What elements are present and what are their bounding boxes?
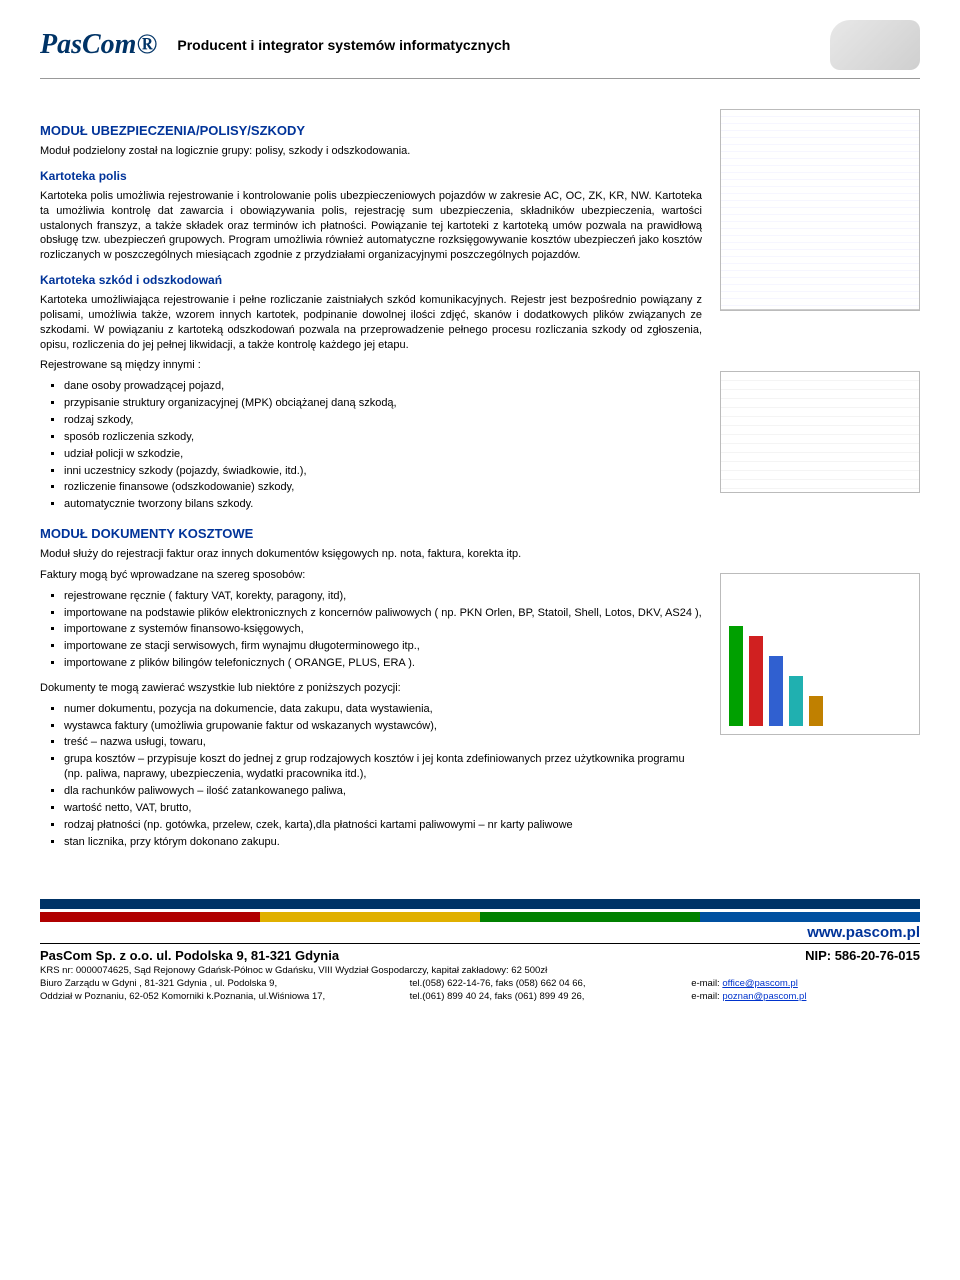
list-item: stan licznika, przy którym dokonano zaku…	[64, 835, 702, 850]
section1-title: MODUŁ UBEZPIECZENIA/POLISY/SZKODY	[40, 123, 702, 138]
list-item: dla rachunków paliwowych – ilość zatanko…	[64, 784, 702, 799]
faktury-label: Faktury mogą być wprowadzane na szereg s…	[40, 568, 702, 583]
list-item: rodzaj płatności (np. gotówka, przelew, …	[64, 818, 702, 833]
section2-title: MODUŁ DOKUMENTY KOSZTOWE	[40, 526, 702, 541]
list-item: importowane z plików bilingów telefonicz…	[64, 656, 702, 671]
page-header: PasCom® Producent i integrator systemów …	[40, 20, 920, 79]
footer-krs: KRS nr: 0000074625, Sąd Rejonowy Gdańsk-…	[40, 965, 920, 978]
list-item: numer dokumentu, pozycja na dokumencie, …	[64, 702, 702, 717]
sub2-title: Kartoteka szkód i odszkodowań	[40, 273, 702, 287]
sub1-body: Kartoteka polis umożliwia rejestrowanie …	[40, 189, 702, 263]
sub2-body: Kartoteka umożliwiająca rejestrowanie i …	[40, 293, 702, 352]
list-item: importowane na podstawie plików elektron…	[64, 606, 702, 621]
reg-list: dane osoby prowadzącej pojazd, przypisan…	[64, 379, 702, 512]
main-column: MODUŁ UBEZPIECZENIA/POLISY/SZKODY Moduł …	[40, 109, 702, 859]
logo: PasCom®	[40, 29, 157, 61]
sub1-title: Kartoteka polis	[40, 169, 702, 183]
screenshot-polis-grid	[720, 109, 920, 311]
list-item: automatycznie tworzony bilans szkody.	[64, 497, 702, 512]
list-item: udział policji w szkodzie,	[64, 447, 702, 462]
footer-l2-mail: e-mail: poznan@pascom.pl	[691, 991, 920, 1004]
list-item: rodzaj szkody,	[64, 413, 702, 428]
footer-company: PasCom Sp. z o.o. ul. Podolska 9, 81-321…	[40, 948, 339, 963]
screenshot-odszkodowania	[720, 371, 920, 493]
list-item: inni uczestnicy szkody (pojazdy, świadko…	[64, 464, 702, 479]
list-item: przypisanie struktury organizacyjnej (MP…	[64, 396, 702, 411]
reg-label: Rejestrowane są między innymi :	[40, 358, 702, 373]
list-item: sposób rozliczenia szkody,	[64, 430, 702, 445]
screenshot-chart	[720, 573, 920, 735]
footer-color-bars	[40, 899, 920, 922]
doc-label: Dokumenty te mogą zawierać wszystkie lub…	[40, 681, 702, 696]
list-item: importowane z systemów finansowo-księgow…	[64, 622, 702, 637]
footer-mail-link-2[interactable]: poznan@pascom.pl	[722, 991, 806, 1002]
footer-block: PasCom Sp. z o.o. ul. Podolska 9, 81-321…	[40, 943, 920, 1003]
header-image-placeholder	[830, 20, 920, 70]
footer-nip: NIP: 586-20-76-015	[805, 948, 920, 963]
footer-l1-addr: Biuro Zarządu w Gdyni , 81-321 Gdynia , …	[40, 978, 410, 991]
side-column	[720, 109, 920, 859]
footer-l1-mail: e-mail: office@pascom.pl	[691, 978, 920, 991]
list-item: rejestrowane ręcznie ( faktury VAT, kore…	[64, 589, 702, 604]
list-item: importowane ze stacji serwisowych, firm …	[64, 639, 702, 654]
footer-l2-addr: Oddział w Poznaniu, 62-052 Komorniki k.P…	[40, 991, 410, 1004]
section2-intro: Moduł służy do rejestracji faktur oraz i…	[40, 547, 702, 562]
doc-list: numer dokumentu, pozycja na dokumencie, …	[64, 702, 702, 850]
list-item: wystawca faktury (umożliwia grupowanie f…	[64, 719, 702, 734]
header-tagline: Producent i integrator systemów informat…	[177, 37, 510, 53]
list-item: rozliczenie finansowe (odszkodowanie) sz…	[64, 480, 702, 495]
footer-www: www.pascom.pl	[40, 924, 920, 941]
list-item: wartość netto, VAT, brutto,	[64, 801, 702, 816]
list-item: grupa kosztów – przypisuje koszt do jedn…	[64, 752, 702, 782]
footer-l1-tel: tel.(058) 622-14-76, faks (058) 662 04 6…	[410, 978, 692, 991]
list-item: treść – nazwa usługi, towaru,	[64, 735, 702, 750]
list-item: dane osoby prowadzącej pojazd,	[64, 379, 702, 394]
footer-l2-tel: tel.(061) 899 40 24, faks (061) 899 49 2…	[410, 991, 692, 1004]
section1-intro: Moduł podzielony został na logicznie gru…	[40, 144, 702, 159]
faktury-list: rejestrowane ręcznie ( faktury VAT, kore…	[64, 589, 702, 671]
footer-mail-link-1[interactable]: office@pascom.pl	[722, 978, 797, 989]
